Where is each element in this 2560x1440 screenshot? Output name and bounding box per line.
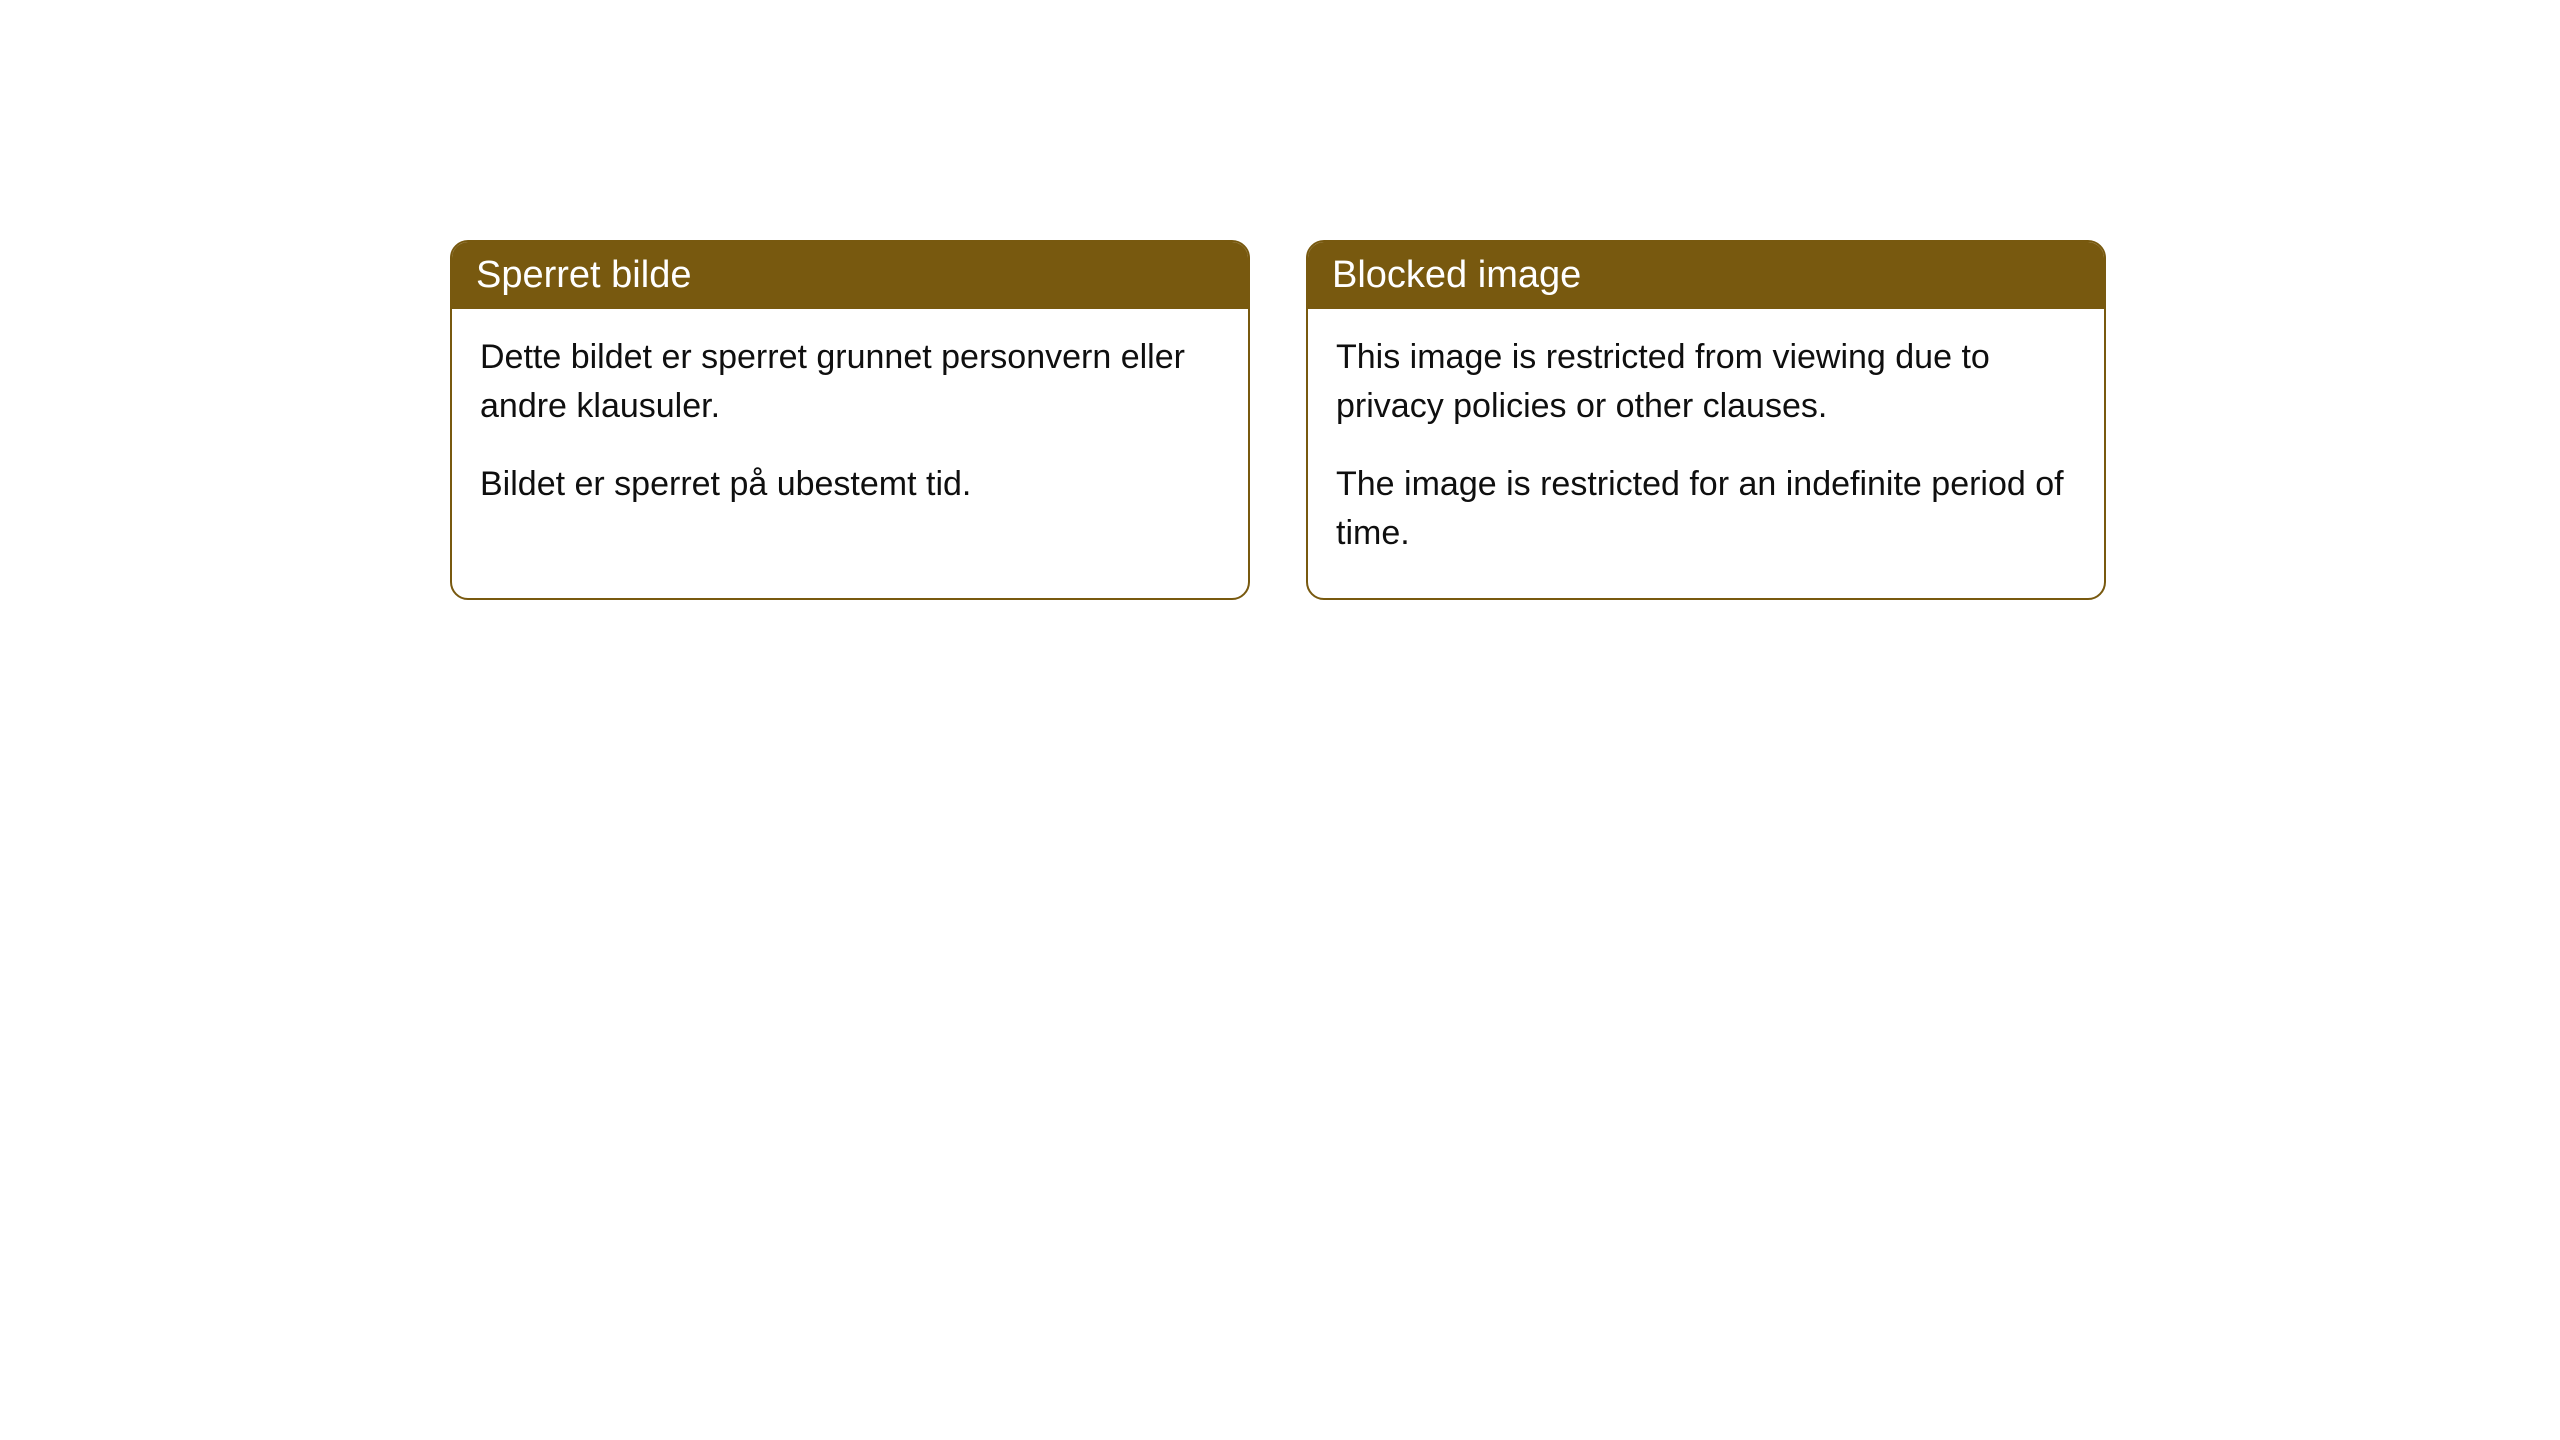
card-text-english-2: The image is restricted for an indefinit… [1336, 460, 2076, 559]
card-text-norwegian-1: Dette bildet er sperret grunnet personve… [480, 333, 1220, 432]
card-header-english: Blocked image [1308, 242, 2104, 309]
notification-cards-container: Sperret bilde Dette bildet er sperret gr… [450, 240, 2110, 600]
blocked-image-card-english: Blocked image This image is restricted f… [1306, 240, 2106, 600]
card-body-english: This image is restricted from viewing du… [1308, 309, 2104, 598]
card-text-english-1: This image is restricted from viewing du… [1336, 333, 2076, 432]
blocked-image-card-norwegian: Sperret bilde Dette bildet er sperret gr… [450, 240, 1250, 600]
card-text-norwegian-2: Bildet er sperret på ubestemt tid. [480, 460, 1220, 509]
card-body-norwegian: Dette bildet er sperret grunnet personve… [452, 309, 1248, 549]
card-header-norwegian: Sperret bilde [452, 242, 1248, 309]
